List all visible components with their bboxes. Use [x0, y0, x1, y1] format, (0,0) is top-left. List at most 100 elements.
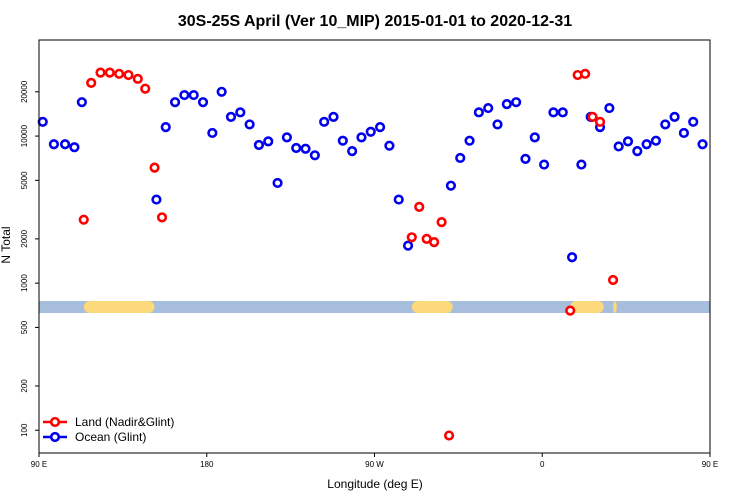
ocean-point [529, 132, 540, 143]
ocean-point [151, 194, 162, 205]
ocean-point [384, 140, 395, 151]
land-point [123, 69, 134, 81]
ocean-point [319, 116, 330, 127]
ocean-point [539, 159, 550, 170]
land-point [140, 83, 151, 94]
ocean-point [501, 98, 512, 110]
y-tick-label: 20000 [20, 80, 29, 103]
legend-label: Land (Nadir&Glint) [75, 415, 174, 429]
y-axis-label: N Total [0, 226, 13, 263]
land-point [86, 77, 97, 88]
y-tick-label: 100 [20, 423, 29, 437]
ocean-point [281, 132, 292, 143]
y-tick-label: 10000 [20, 124, 29, 147]
land-point [78, 214, 89, 225]
ocean-point [473, 107, 484, 118]
data-points [37, 67, 708, 441]
legend-marker [49, 416, 61, 428]
ocean-point [197, 97, 209, 108]
plot-frame [38, 39, 711, 454]
ocean-point [455, 152, 466, 164]
ocean-point [374, 122, 386, 133]
ocean-point [347, 146, 358, 157]
x-tick-label: 0 [540, 460, 545, 469]
ocean-point [169, 97, 181, 108]
land-point [104, 67, 115, 78]
land-point [587, 111, 598, 123]
x-tick-label: 90 E [31, 460, 47, 469]
land-point [406, 232, 417, 243]
ocean-point [300, 143, 311, 154]
ocean-point [566, 252, 578, 263]
legend: Land (Nadir&Glint)Ocean (Glint) [43, 415, 174, 444]
ocean-point [291, 142, 302, 154]
ocean-point [669, 111, 680, 123]
land-point [580, 68, 591, 79]
ocean-point [272, 177, 283, 189]
land-point [429, 237, 440, 248]
land-point [565, 305, 576, 316]
ocean-point [356, 132, 367, 143]
ocean-point [557, 107, 568, 118]
ocean-point [622, 136, 634, 147]
land-segment [411, 301, 453, 313]
ocean-point [188, 89, 199, 101]
land-point [443, 430, 455, 441]
ocean-point [697, 139, 708, 150]
y-tick-label: 1000 [20, 274, 29, 292]
ocean-point [520, 153, 531, 164]
ocean-point [492, 119, 503, 130]
ocean-point [216, 86, 227, 97]
axes: 90 E 180 90 W 0 90 E 100 200 500 1000 2000 5000 100… [20, 80, 718, 469]
ocean-point [235, 107, 246, 118]
land-point [594, 116, 606, 127]
ocean-point [632, 146, 643, 157]
land-point [607, 274, 619, 286]
ocean-point [37, 116, 48, 127]
land-point [95, 67, 106, 78]
ocean-point [328, 111, 339, 123]
land-point [156, 212, 168, 223]
ocean-point [604, 102, 615, 114]
y-tick-label: 5000 [20, 171, 29, 189]
ocean-point [76, 97, 87, 108]
ocean-point [365, 126, 376, 137]
ocean-point [393, 194, 404, 205]
ocean-point [225, 111, 237, 123]
chart-title: 30S-25S April (Ver 10_MIP) 2015-01-01 to… [178, 13, 572, 30]
ocean-point [641, 139, 652, 150]
y-tick-label: 2000 [20, 229, 29, 247]
ocean-point [402, 240, 414, 251]
ocean-point [445, 180, 457, 191]
ocean-point [244, 119, 255, 130]
x-tick-label: 180 [200, 460, 214, 469]
y-tick-label: 500 [20, 320, 29, 334]
ocean-band [39, 301, 710, 313]
legend-label: Ocean (Glint) [75, 430, 146, 444]
x-axis-label: Longitude (deg E) [327, 477, 422, 491]
ocean-point [59, 139, 71, 150]
ocean-point [253, 139, 265, 151]
ocean-point [207, 127, 218, 139]
ocean-point [576, 159, 587, 170]
ocean-point [548, 107, 559, 118]
ocean-point [179, 89, 190, 101]
ocean-point [688, 116, 699, 127]
ocean-point [650, 135, 662, 146]
y-tick-label: 200 [20, 379, 29, 393]
ocean-point [309, 150, 320, 161]
x-tick-label: 90 E [702, 460, 718, 469]
ocean-point [69, 142, 80, 153]
ocean-point [464, 135, 475, 146]
land-segment [570, 301, 604, 313]
ocean-point [678, 127, 690, 139]
ocean-point [660, 119, 671, 130]
land-point [132, 73, 143, 84]
ocean-point [511, 97, 522, 108]
ocean-point [160, 122, 171, 133]
ocean-point [337, 135, 348, 146]
legend-marker [49, 431, 61, 443]
land-ocean-band [39, 301, 710, 313]
ocean-point [48, 139, 60, 150]
